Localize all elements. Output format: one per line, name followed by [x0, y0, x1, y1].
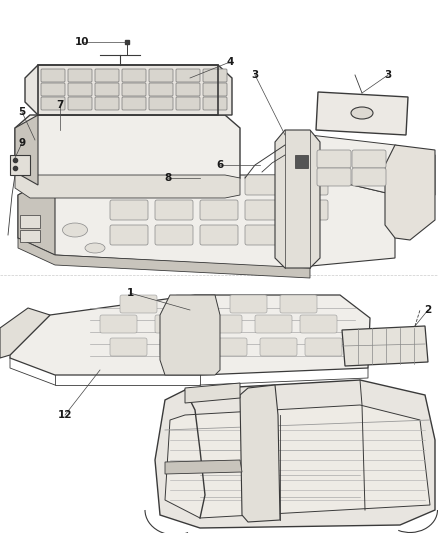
- Polygon shape: [342, 326, 428, 366]
- FancyBboxPatch shape: [149, 97, 173, 110]
- FancyBboxPatch shape: [149, 69, 173, 82]
- FancyBboxPatch shape: [68, 97, 92, 110]
- FancyBboxPatch shape: [200, 225, 238, 245]
- FancyBboxPatch shape: [305, 338, 342, 356]
- FancyBboxPatch shape: [300, 315, 337, 333]
- FancyBboxPatch shape: [122, 83, 146, 96]
- Polygon shape: [385, 145, 435, 240]
- FancyBboxPatch shape: [203, 69, 227, 82]
- FancyBboxPatch shape: [203, 97, 227, 110]
- Text: 8: 8: [164, 173, 172, 183]
- FancyBboxPatch shape: [176, 97, 200, 110]
- Text: 6: 6: [216, 160, 224, 170]
- FancyBboxPatch shape: [245, 200, 283, 220]
- FancyBboxPatch shape: [95, 97, 119, 110]
- FancyBboxPatch shape: [155, 315, 192, 333]
- Polygon shape: [155, 380, 435, 528]
- FancyBboxPatch shape: [149, 83, 173, 96]
- FancyBboxPatch shape: [155, 225, 193, 245]
- FancyBboxPatch shape: [95, 69, 119, 82]
- FancyBboxPatch shape: [317, 150, 351, 168]
- FancyBboxPatch shape: [317, 168, 351, 186]
- FancyBboxPatch shape: [120, 295, 157, 313]
- FancyBboxPatch shape: [176, 69, 200, 82]
- FancyBboxPatch shape: [176, 83, 200, 96]
- FancyBboxPatch shape: [200, 175, 238, 195]
- Ellipse shape: [63, 223, 88, 237]
- FancyBboxPatch shape: [205, 315, 242, 333]
- Text: 1: 1: [127, 288, 134, 298]
- Polygon shape: [25, 65, 232, 115]
- FancyBboxPatch shape: [68, 83, 92, 96]
- FancyBboxPatch shape: [155, 200, 193, 220]
- FancyBboxPatch shape: [290, 175, 328, 195]
- FancyBboxPatch shape: [260, 338, 297, 356]
- Polygon shape: [18, 175, 395, 268]
- FancyBboxPatch shape: [280, 295, 317, 313]
- Polygon shape: [20, 230, 40, 242]
- FancyBboxPatch shape: [41, 97, 65, 110]
- FancyBboxPatch shape: [255, 315, 292, 333]
- Text: 9: 9: [18, 138, 25, 148]
- FancyBboxPatch shape: [41, 69, 65, 82]
- Text: 7: 7: [57, 100, 64, 110]
- Polygon shape: [10, 295, 370, 375]
- FancyBboxPatch shape: [352, 168, 386, 186]
- FancyBboxPatch shape: [155, 175, 193, 195]
- Polygon shape: [275, 130, 320, 268]
- FancyBboxPatch shape: [110, 225, 148, 245]
- Polygon shape: [20, 215, 40, 228]
- Polygon shape: [165, 405, 430, 518]
- Text: 5: 5: [18, 107, 26, 117]
- FancyBboxPatch shape: [175, 295, 212, 313]
- Text: 2: 2: [424, 305, 431, 315]
- Polygon shape: [165, 460, 242, 474]
- FancyBboxPatch shape: [95, 83, 119, 96]
- Text: 10: 10: [75, 37, 89, 47]
- Polygon shape: [15, 115, 240, 185]
- Text: 3: 3: [385, 70, 392, 80]
- FancyBboxPatch shape: [230, 295, 267, 313]
- Ellipse shape: [85, 243, 105, 253]
- Polygon shape: [18, 238, 310, 278]
- FancyBboxPatch shape: [160, 338, 197, 356]
- FancyBboxPatch shape: [290, 200, 328, 220]
- FancyBboxPatch shape: [122, 69, 146, 82]
- Text: 4: 4: [226, 57, 234, 67]
- Polygon shape: [295, 155, 308, 168]
- Text: 12: 12: [58, 410, 72, 420]
- FancyBboxPatch shape: [110, 175, 148, 195]
- Polygon shape: [18, 175, 55, 255]
- Polygon shape: [0, 308, 50, 358]
- FancyBboxPatch shape: [68, 69, 92, 82]
- FancyBboxPatch shape: [122, 97, 146, 110]
- Polygon shape: [15, 172, 240, 198]
- FancyBboxPatch shape: [100, 315, 137, 333]
- Ellipse shape: [351, 107, 373, 119]
- FancyBboxPatch shape: [245, 175, 283, 195]
- Text: 3: 3: [251, 70, 258, 80]
- Polygon shape: [240, 385, 280, 522]
- FancyBboxPatch shape: [110, 200, 148, 220]
- FancyBboxPatch shape: [200, 200, 238, 220]
- Polygon shape: [316, 92, 408, 135]
- FancyBboxPatch shape: [352, 150, 386, 168]
- FancyBboxPatch shape: [110, 338, 147, 356]
- FancyBboxPatch shape: [210, 338, 247, 356]
- FancyBboxPatch shape: [41, 83, 65, 96]
- Polygon shape: [15, 115, 38, 185]
- Polygon shape: [310, 135, 435, 195]
- Polygon shape: [10, 155, 30, 175]
- FancyBboxPatch shape: [245, 225, 283, 245]
- FancyBboxPatch shape: [203, 83, 227, 96]
- Polygon shape: [185, 383, 240, 403]
- Polygon shape: [160, 295, 220, 375]
